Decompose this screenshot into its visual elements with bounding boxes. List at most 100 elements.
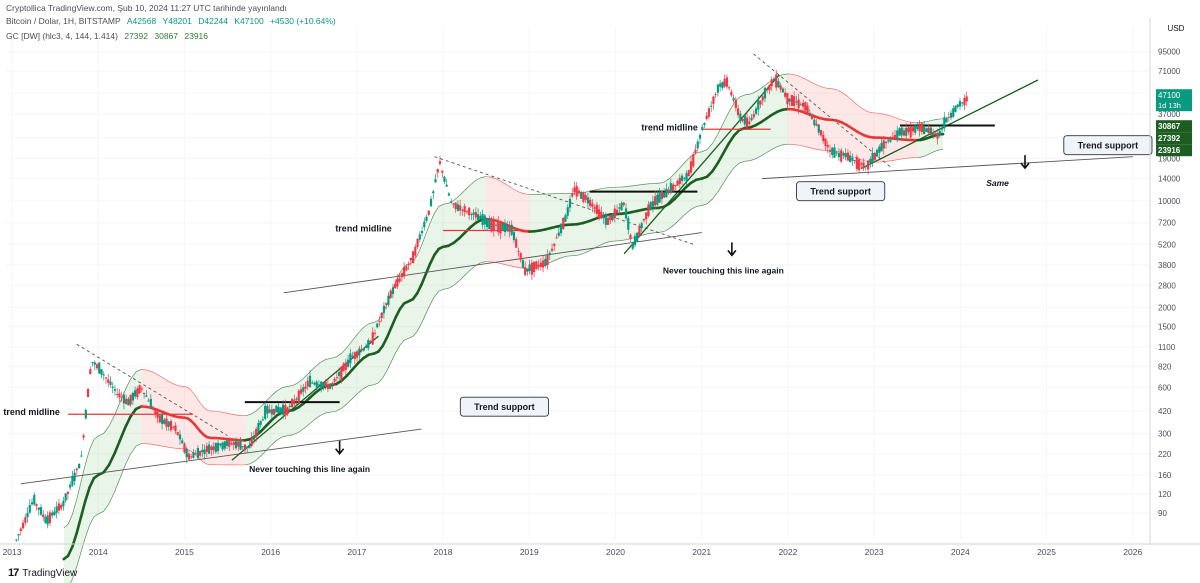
candle-body bbox=[575, 186, 578, 197]
band-lower-segment bbox=[207, 463, 211, 466]
indicator-title[interactable]: GC [DW] (hlc3, 4, 144, 1.414) bbox=[6, 31, 118, 41]
band-lower-segment bbox=[685, 209, 692, 215]
candle-body bbox=[39, 507, 43, 515]
band-lower-segment bbox=[114, 478, 121, 493]
candle-body bbox=[178, 434, 182, 440]
candle-body bbox=[109, 381, 112, 385]
band-mid-segment bbox=[118, 426, 127, 443]
band-upper-segment bbox=[250, 411, 256, 415]
band-upper-segment bbox=[67, 514, 73, 525]
candle-body bbox=[927, 127, 930, 134]
band-lower-segment bbox=[599, 242, 605, 246]
tradingview-footer[interactable]: 17 TradingView bbox=[8, 567, 77, 579]
candle-body bbox=[169, 420, 173, 431]
band-upper-segment bbox=[93, 435, 99, 440]
band-upper-segment bbox=[190, 389, 195, 395]
band-lower-segment bbox=[250, 460, 256, 465]
candle-body bbox=[385, 303, 388, 305]
candle-body bbox=[199, 451, 202, 456]
candle-body bbox=[925, 128, 928, 132]
x-tick-label: 2023 bbox=[865, 547, 884, 557]
candle-body bbox=[270, 409, 273, 415]
candle-body bbox=[151, 407, 155, 410]
candle-body bbox=[696, 141, 699, 149]
candle-body bbox=[494, 224, 498, 226]
band-upper-segment bbox=[434, 206, 440, 214]
band-upper-segment bbox=[187, 387, 192, 391]
band-lower-segment bbox=[255, 455, 262, 461]
band-upper-segment bbox=[443, 202, 449, 205]
band-upper-segment bbox=[879, 112, 885, 115]
candle-body bbox=[181, 440, 184, 444]
band-lower-segment bbox=[739, 160, 745, 164]
candle-body bbox=[230, 443, 233, 445]
candle-body bbox=[801, 102, 805, 107]
band-lower-segment bbox=[84, 525, 90, 538]
candle-body bbox=[775, 74, 778, 88]
candle-body bbox=[185, 448, 188, 458]
candle-body bbox=[194, 453, 197, 455]
candle-body bbox=[730, 91, 733, 96]
candle-body bbox=[598, 209, 601, 219]
band-lower-segment bbox=[809, 147, 815, 150]
band-upper-segment bbox=[368, 322, 375, 325]
y-tick-label: 3800 bbox=[1158, 261, 1176, 270]
candle-body bbox=[246, 446, 249, 449]
candle-body bbox=[30, 502, 34, 505]
band-upper-segment bbox=[287, 384, 294, 387]
candle-body bbox=[456, 204, 460, 211]
band-lower-segment bbox=[820, 149, 826, 152]
candle-body bbox=[714, 94, 717, 96]
band-lower-segment bbox=[130, 446, 137, 455]
candle-body bbox=[346, 359, 350, 367]
indicator-value-tag bbox=[1156, 144, 1192, 157]
band-upper-segment bbox=[884, 114, 891, 117]
band-upper-segment bbox=[459, 190, 465, 196]
candle-body bbox=[844, 153, 847, 158]
candle-body bbox=[445, 184, 448, 187]
candle-body bbox=[409, 257, 412, 261]
candle-body bbox=[71, 476, 74, 486]
candle-body bbox=[360, 349, 363, 351]
candle-body bbox=[689, 161, 693, 173]
candle-body bbox=[452, 203, 455, 205]
candle-body bbox=[784, 92, 787, 97]
candle-body bbox=[770, 79, 773, 87]
candle-body bbox=[931, 132, 935, 136]
candle-body bbox=[304, 386, 307, 389]
band-lower-segment bbox=[282, 435, 288, 438]
candle-body bbox=[429, 198, 433, 207]
band-upper-segment bbox=[739, 94, 745, 98]
candle-body bbox=[48, 512, 52, 524]
candle-body bbox=[17, 534, 20, 536]
trend-support-box bbox=[1063, 135, 1153, 156]
band-lower-segment bbox=[674, 218, 681, 225]
band-lower-segment bbox=[798, 144, 805, 147]
candle-body bbox=[833, 147, 836, 158]
candle-body bbox=[880, 142, 883, 152]
band-lower-segment bbox=[309, 419, 316, 425]
candle-body bbox=[826, 145, 829, 148]
candle-body bbox=[528, 264, 531, 271]
candle-body bbox=[622, 202, 625, 206]
candle-body bbox=[216, 442, 220, 451]
band-mid-segment bbox=[84, 486, 91, 503]
candle-body bbox=[631, 242, 634, 249]
candle-body bbox=[297, 390, 300, 404]
symbol-title[interactable]: Bitcoin / Dolar, 1H, BITSTAMP bbox=[6, 16, 121, 26]
band-lower-segment bbox=[604, 241, 611, 244]
candle-body bbox=[255, 429, 258, 438]
candle-body bbox=[214, 442, 217, 452]
candle-body bbox=[53, 511, 56, 516]
candle-body bbox=[743, 115, 746, 125]
candle-body bbox=[891, 136, 894, 138]
band-mid-segment bbox=[428, 253, 436, 265]
band-lower-segment bbox=[416, 323, 422, 332]
trend-support-label: Trend support bbox=[1078, 141, 1139, 151]
candle-body bbox=[963, 97, 966, 106]
symbol-line: Bitcoin / Dolar, 1H, BITSTAMP A42568 Y48… bbox=[6, 16, 336, 26]
candle-body bbox=[470, 214, 473, 216]
candle-body bbox=[28, 504, 31, 513]
band-upper-segment bbox=[206, 409, 211, 412]
